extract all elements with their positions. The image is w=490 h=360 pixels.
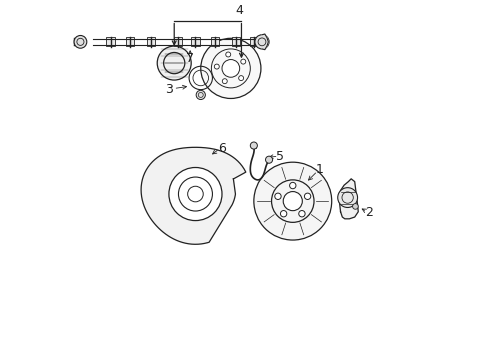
Circle shape [239,76,244,81]
Circle shape [280,211,287,217]
Circle shape [222,79,227,84]
Circle shape [290,183,296,189]
FancyBboxPatch shape [191,37,200,46]
Circle shape [157,46,191,80]
Circle shape [74,36,87,48]
Text: 3: 3 [165,83,173,96]
Text: 6: 6 [218,141,226,154]
Polygon shape [262,34,269,50]
Circle shape [201,38,261,99]
Circle shape [353,204,358,209]
Circle shape [188,186,203,202]
Circle shape [275,193,281,199]
Circle shape [283,192,302,211]
Polygon shape [141,147,246,244]
Circle shape [255,35,269,49]
Text: 7: 7 [186,52,194,65]
Text: 1: 1 [316,163,323,176]
Circle shape [304,193,311,199]
FancyBboxPatch shape [106,37,115,46]
Polygon shape [339,179,358,219]
Circle shape [196,90,205,99]
FancyBboxPatch shape [211,37,219,46]
Circle shape [222,59,240,77]
Circle shape [266,156,272,163]
Circle shape [241,59,246,64]
Text: 4: 4 [236,4,244,17]
Circle shape [250,142,257,149]
FancyBboxPatch shape [249,37,258,46]
Text: 5: 5 [276,150,284,163]
Circle shape [169,167,222,221]
FancyBboxPatch shape [147,37,155,46]
FancyBboxPatch shape [126,37,134,46]
FancyBboxPatch shape [173,37,182,46]
FancyBboxPatch shape [232,37,241,46]
Circle shape [254,162,332,240]
Circle shape [299,211,305,217]
Circle shape [338,188,358,207]
Text: 2: 2 [365,206,373,219]
Circle shape [214,64,220,69]
Circle shape [226,52,231,57]
